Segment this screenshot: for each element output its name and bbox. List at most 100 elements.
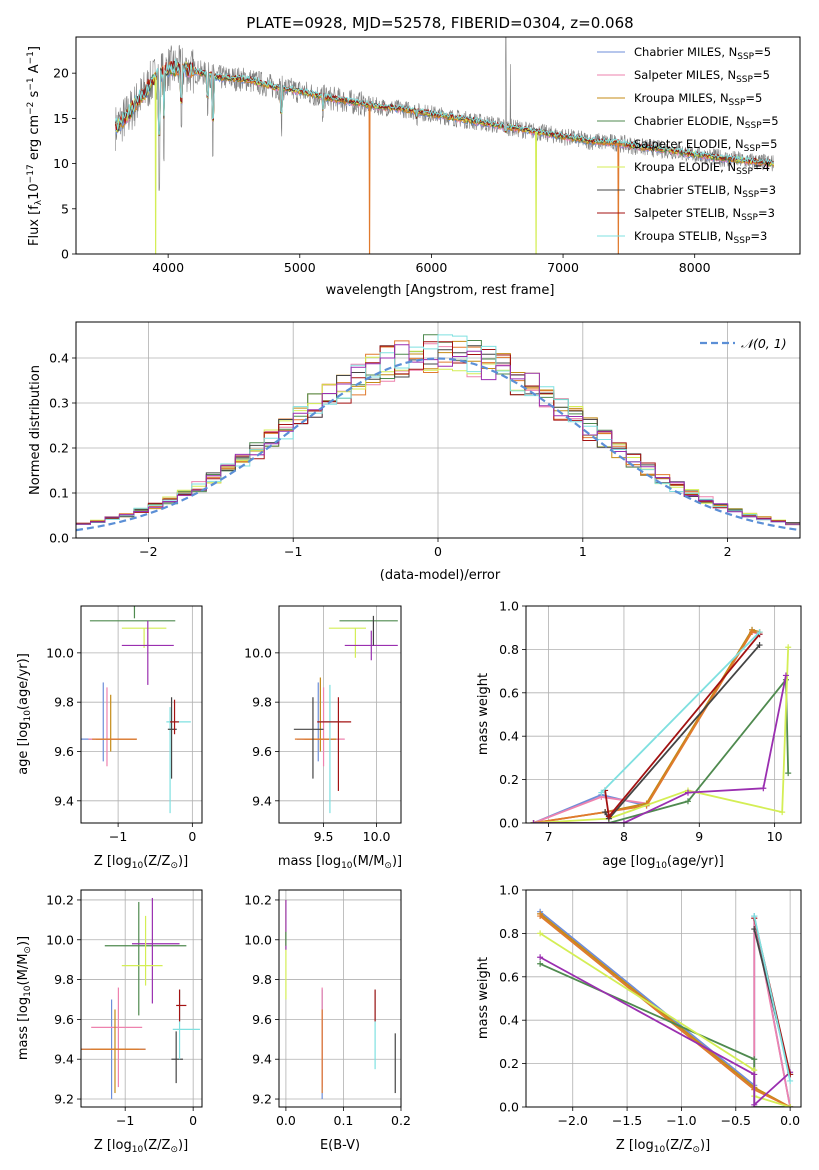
y-tick-label: 0.3 [49, 396, 69, 411]
y-tick-label: 9.8 [54, 972, 74, 987]
x-tick-label: −1.5 [612, 1113, 642, 1128]
x-tick-label: −1.0 [666, 1113, 696, 1128]
label-part: SSP [745, 121, 762, 131]
label-part: λ [34, 199, 44, 205]
label-part: SSP [734, 236, 751, 246]
weight-marker [782, 672, 789, 679]
axes-age-mass: 9.5 10.0 9.4 9.6 9.8 10.0 [244, 605, 402, 844]
x-axis-label: Z [log10(Z/Z⊙)] [94, 854, 188, 871]
y-tick-label: 0.4 [49, 351, 69, 366]
y-tick-label: 9.2 [252, 1092, 272, 1107]
x-tick-label: 0.1 [334, 1113, 354, 1128]
x-tick-label: 7 [545, 829, 553, 844]
x-tick-label: 7000 [547, 260, 579, 275]
y-tick-label: 9.8 [54, 695, 74, 710]
y-axis-label: age [log10(age/yr)] [16, 653, 33, 775]
weight-marker [537, 954, 544, 961]
label-part: )] [178, 1138, 188, 1153]
label-part: ] [27, 46, 42, 51]
weight-marker [684, 798, 691, 805]
label-part: −1 [26, 51, 36, 64]
weight-marker [537, 930, 544, 937]
legend-entry: Kroupa ELODIE, NSSP=4 [634, 160, 770, 177]
y-tick-label: 9.4 [252, 793, 272, 808]
weight-marker [749, 629, 756, 636]
weight-marker [751, 1056, 758, 1063]
axes-frame [525, 889, 802, 1108]
x-tick-label: −2.0 [558, 1113, 588, 1128]
weight-marker [620, 820, 627, 823]
x-axis-label: mass [log10(M/M⊙)] [278, 854, 402, 871]
label-part: Z [log [616, 1138, 654, 1153]
axes-frame [278, 889, 402, 1108]
x-tick-label: 6000 [416, 260, 448, 275]
label-part: )] [700, 1138, 710, 1153]
y-tick-label: 9.4 [54, 793, 74, 808]
normal-curve [76, 357, 800, 532]
label-part: Salpeter MILES, N [634, 68, 736, 82]
label-part: =5 [753, 68, 770, 82]
label-part: −17 [26, 164, 36, 183]
histogram-step [76, 344, 800, 538]
x-tick-label: 5000 [284, 260, 316, 275]
axes-weight-age: 7 8 9 10 0.0 0.2 0.4 0.6 0.8 1.0 [499, 599, 802, 844]
y-tick-label: 9.8 [252, 695, 272, 710]
label-part: s [27, 90, 42, 101]
legend-entry: Salpeter STELIB, NSSP=3 [634, 206, 775, 223]
weight-line [533, 630, 760, 823]
weight-marker [787, 1104, 794, 1107]
label-part: −1 [26, 77, 36, 90]
x-tick-label: 8 [620, 829, 628, 844]
label-part: 10 [654, 1145, 666, 1155]
label-part: Z [log [94, 1138, 132, 1153]
label-part: Kroupa MILES, N [634, 91, 729, 105]
model-gap-dip [535, 131, 538, 254]
label-part: ⊙ [384, 861, 392, 871]
x-tick-label: 0.0 [780, 1113, 800, 1128]
y-tick-label: 0.0 [49, 531, 69, 546]
label-part: (age/yr)] [667, 854, 724, 869]
y-tick-label: 10.0 [244, 645, 272, 660]
label-part: 10 [132, 861, 144, 871]
y-tick-label: 9.4 [252, 1052, 272, 1067]
label-part: ⊙ [170, 861, 178, 871]
y-tick-label: 9.6 [252, 1012, 272, 1027]
label-part: SSP [737, 52, 754, 62]
label-part: 10 [23, 985, 33, 997]
x-tick-label: −1 [109, 829, 127, 844]
x-tick-label: 4000 [152, 260, 184, 275]
weight-marker [787, 1077, 794, 1084]
x-tick-label: 2 [724, 544, 732, 559]
x-axis-label: Z [log10(Z/Z⊙)] [616, 1138, 710, 1155]
x-tick-label: −1 [284, 544, 302, 559]
label-part: =5 [754, 45, 771, 59]
label-part: mass [log [16, 997, 31, 1060]
weight-marker [785, 770, 792, 777]
weight-marker [756, 629, 763, 636]
y-axis-label: mass [log10(M/M⊙)] [16, 936, 33, 1060]
y-tick-label: 0.8 [499, 642, 519, 657]
axes-spectrum: 4000 5000 6000 7000 8000 0 5 10 15 20 [53, 36, 801, 275]
weight-line [533, 628, 760, 823]
weight-line [533, 677, 790, 823]
x-axis-label: wavelength [Angstrom, rest frame] [326, 283, 555, 298]
x-tick-label: −1 [116, 1113, 134, 1128]
y-tick-label: 9.6 [252, 744, 272, 759]
y-tick-label: 0 [61, 247, 69, 262]
y-tick-label: 0.6 [499, 969, 519, 984]
label-part: Kroupa ELODIE, N [634, 160, 736, 174]
weight-line [539, 911, 792, 1107]
x-tick-label: 10.0 [363, 829, 391, 844]
weight-marker [751, 1071, 758, 1078]
label-part: Z [log [94, 854, 132, 869]
y-tick-label: 0.4 [499, 729, 519, 744]
y-tick-label: 15 [53, 111, 69, 126]
y-tick-label: 0.2 [499, 1056, 519, 1071]
label-part: Chabrier ELODIE, N [634, 114, 745, 128]
legend-entry: Kroupa STELIB, NSSP=3 [634, 229, 767, 246]
weight-marker [602, 809, 609, 816]
label-part: =5 [762, 114, 779, 128]
label-part: age [log [602, 854, 655, 869]
x-tick-label: 0.2 [391, 1113, 411, 1128]
